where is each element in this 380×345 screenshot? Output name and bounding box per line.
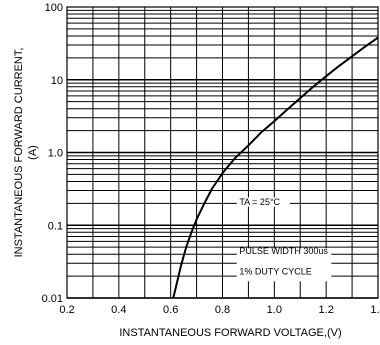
x-tick-label: 0.2: [59, 304, 74, 316]
duty-cycle-annotation: 1% DUTY CYCLE: [239, 267, 311, 277]
x-tick-label: 1.2: [319, 304, 334, 316]
x-tick-label: 0.4: [111, 304, 126, 316]
x-axis-title: INSTANTANEOUS FORWARD VOLTAGE,(V): [119, 327, 341, 339]
pulse-width-annotation: PULSE WIDTH 300us: [239, 246, 328, 256]
series-line-0: [172, 36, 379, 299]
x-tick-label: 1.0: [267, 304, 282, 316]
y-tick-label: 0.01: [42, 293, 63, 305]
y-tick-label: 1.0: [48, 148, 63, 160]
series-group: [172, 36, 379, 299]
y-tick-label: 100: [45, 2, 63, 14]
x-tick-label: 0.8: [215, 304, 230, 316]
y-tick-label: 0.1: [48, 220, 63, 232]
y-tick-labels: 0.01 0.1 1.0 10 100: [42, 2, 63, 305]
annotation-group: TA = 25°C PULSE WIDTH 300us 1% DUTY CYCL…: [236, 197, 332, 282]
annotation-background-2: [236, 248, 332, 282]
y-axis-title-line-2: (A): [27, 145, 39, 160]
y-axis-title-line-1: INSTANTANEOUS FORWARD CURRENT,: [13, 48, 25, 258]
x-tick-label: 0.6: [163, 304, 178, 316]
annotation-background: [236, 197, 290, 207]
temperature-annotation: TA = 25°C: [239, 197, 280, 207]
y-tick-label: 10: [51, 75, 63, 87]
x-tick-labels: 0.2 0.4 0.6 0.8 1.0 1.2 1.4: [59, 304, 380, 316]
plot-frame: [66, 6, 379, 299]
x-tick-label: 1.4: [370, 304, 380, 316]
